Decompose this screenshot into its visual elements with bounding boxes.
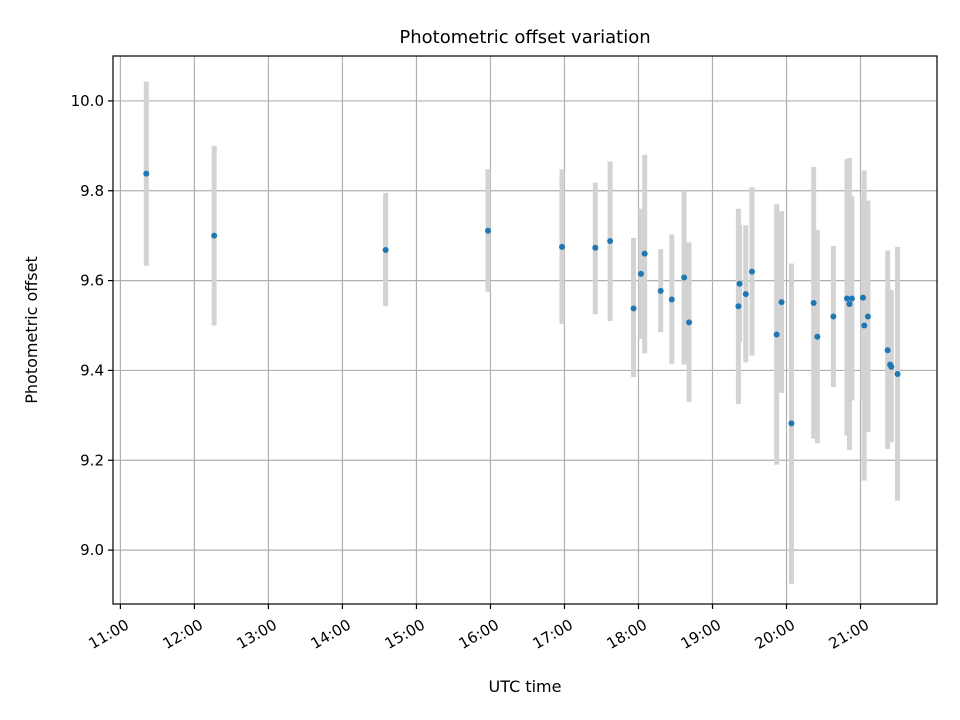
y-tick-label: 9.2 bbox=[80, 451, 104, 469]
chart-title: Photometric offset variation bbox=[399, 27, 650, 48]
data-point bbox=[859, 294, 866, 301]
data-point bbox=[773, 331, 780, 338]
data-point bbox=[830, 313, 837, 320]
data-point bbox=[681, 274, 688, 281]
data-point bbox=[735, 303, 742, 310]
data-point bbox=[778, 299, 785, 306]
data-point bbox=[846, 300, 853, 307]
data-point bbox=[884, 347, 891, 354]
data-point bbox=[668, 296, 675, 303]
data-point bbox=[748, 268, 755, 275]
y-tick-label: 9.8 bbox=[80, 182, 104, 200]
data-point bbox=[686, 319, 693, 326]
data-point bbox=[143, 170, 150, 177]
data-point bbox=[843, 295, 850, 302]
data-point bbox=[888, 363, 895, 370]
data-point bbox=[894, 371, 901, 378]
data-point bbox=[788, 420, 795, 427]
data-point bbox=[657, 287, 664, 294]
data-point bbox=[211, 232, 218, 239]
data-point bbox=[861, 322, 868, 329]
data-point bbox=[559, 243, 566, 250]
data-point bbox=[637, 270, 644, 277]
data-point bbox=[864, 313, 871, 320]
data-point bbox=[484, 227, 491, 234]
data-point bbox=[641, 250, 648, 257]
data-point bbox=[592, 244, 599, 251]
x-axis-title: UTC time bbox=[489, 677, 562, 696]
data-point bbox=[630, 305, 637, 312]
data-point bbox=[736, 280, 743, 287]
y-tick-label: 9.6 bbox=[80, 272, 104, 290]
plot-frame bbox=[112, 55, 938, 605]
y-tick-label: 9.4 bbox=[80, 361, 104, 379]
data-point bbox=[607, 238, 614, 245]
y-axis-title: Photometric offset bbox=[22, 256, 41, 404]
data-point bbox=[810, 300, 817, 307]
data-point bbox=[814, 333, 821, 340]
data-point bbox=[848, 295, 855, 302]
point-layer bbox=[143, 170, 901, 427]
y-tick-label: 10.0 bbox=[71, 92, 104, 110]
data-point bbox=[742, 291, 749, 298]
y-tick-label: 9.0 bbox=[80, 541, 104, 559]
data-point bbox=[382, 247, 389, 254]
